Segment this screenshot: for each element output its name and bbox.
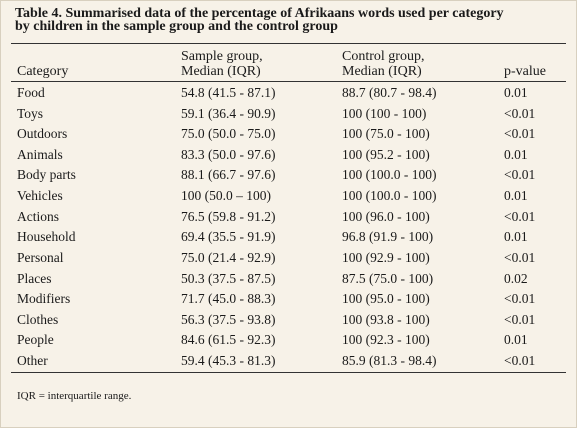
table-cell: Toys [17, 105, 44, 121]
table-cell: Food [17, 85, 45, 100]
table-cell: 0.02 [504, 270, 528, 286]
table-cell: 100 (100.0 - 100) [342, 167, 437, 183]
table-cell: 88.7 (80.7 - 98.4) [342, 85, 437, 100]
table-cell: 0.01 [504, 332, 528, 348]
table-cell: 71.7 (45.0 - 88.3) [181, 291, 276, 307]
table-title: Table 4. Summarised data of the percenta… [15, 6, 504, 21]
column-header: Control group, [342, 49, 425, 64]
table-cell: 75.0 (50.0 - 75.0) [181, 126, 276, 142]
table-cell: Vehicles [17, 188, 63, 204]
table-cell: 75.0 (21.4 - 92.9) [181, 249, 276, 265]
table-cell: 59.1 (36.4 - 90.9) [181, 105, 276, 121]
table-cell: 0.01 [504, 85, 528, 100]
table-cell: 100 (92.3 - 100) [342, 332, 430, 348]
table-cell: 100 (100 - 100) [342, 105, 427, 121]
table-cell: 100 (95.2 - 100) [342, 146, 430, 162]
table-cell: Actions [17, 208, 59, 224]
table-cell: Modifiers [17, 291, 71, 307]
footnote: IQR = interquartile range. [17, 390, 132, 402]
column-header: p-value [504, 64, 546, 79]
table-cell: 84.6 (61.5 - 92.3) [181, 332, 276, 348]
table-cell: <0.01 [504, 167, 536, 183]
rule [11, 43, 566, 44]
rule [11, 81, 566, 82]
table-cell: 96.8 (91.9 - 100) [342, 229, 434, 245]
table-cell: Places [17, 270, 52, 286]
table-cell: Personal [17, 249, 64, 265]
table-cell: 83.3 (50.0 - 97.6) [181, 146, 276, 162]
table-cell: <0.01 [504, 105, 536, 121]
table-cell: <0.01 [504, 353, 536, 368]
table-cell: 100 (75.0 - 100) [342, 126, 430, 142]
table-cell: 100 (100.0 - 100) [342, 188, 437, 204]
table-cell: 56.3 (37.5 - 93.8) [181, 311, 276, 327]
table-cell: 88.1 (66.7 - 97.6) [181, 167, 276, 183]
table-cell: <0.01 [504, 291, 536, 307]
table-cell: 87.5 (75.0 - 100) [342, 270, 434, 286]
rule [11, 372, 566, 373]
table-cell: 0.01 [504, 188, 528, 204]
table-cell: 100 (92.9 - 100) [342, 249, 430, 265]
table-cell: <0.01 [504, 249, 536, 265]
table-cell: 0.01 [504, 146, 528, 162]
table-cell: 76.5 (59.8 - 91.2) [181, 208, 276, 224]
column-header: Category [17, 64, 69, 79]
table-cell: 85.9 (81.3 - 98.4) [342, 353, 437, 368]
table-cell: 50.3 (37.5 - 87.5) [181, 270, 276, 286]
table-cell: Other [17, 353, 48, 368]
column-header: Median (IQR) [342, 64, 422, 79]
table-cell: 100 (50.0 – 100) [181, 188, 271, 204]
table-cell: <0.01 [504, 311, 536, 327]
table-cell: Outdoors [17, 126, 68, 142]
table-cell: <0.01 [504, 126, 536, 142]
column-header: Median (IQR) [181, 64, 261, 79]
table-cell: 54.8 (41.5 - 87.1) [181, 85, 276, 100]
table-cell: People [17, 332, 54, 348]
table-cell: 0.01 [504, 229, 528, 245]
table-cell: 100 (95.0 - 100) [342, 291, 430, 307]
table-cell: <0.01 [504, 208, 536, 224]
column-header: Sample group, [181, 49, 263, 64]
table-cell: 69.4 (35.5 - 91.9) [181, 229, 276, 245]
table-cell: Household [17, 229, 76, 245]
table-cell: 100 (96.0 - 100) [342, 208, 430, 224]
table-cell: 100 (93.8 - 100) [342, 311, 430, 327]
table-cell: 59.4 (45.3 - 81.3) [181, 353, 276, 368]
table-title: by children in the sample group and the … [15, 19, 338, 34]
table-cell: Body parts [17, 167, 76, 183]
table-cell: Animals [17, 146, 63, 162]
table-cell: Clothes [17, 311, 59, 327]
